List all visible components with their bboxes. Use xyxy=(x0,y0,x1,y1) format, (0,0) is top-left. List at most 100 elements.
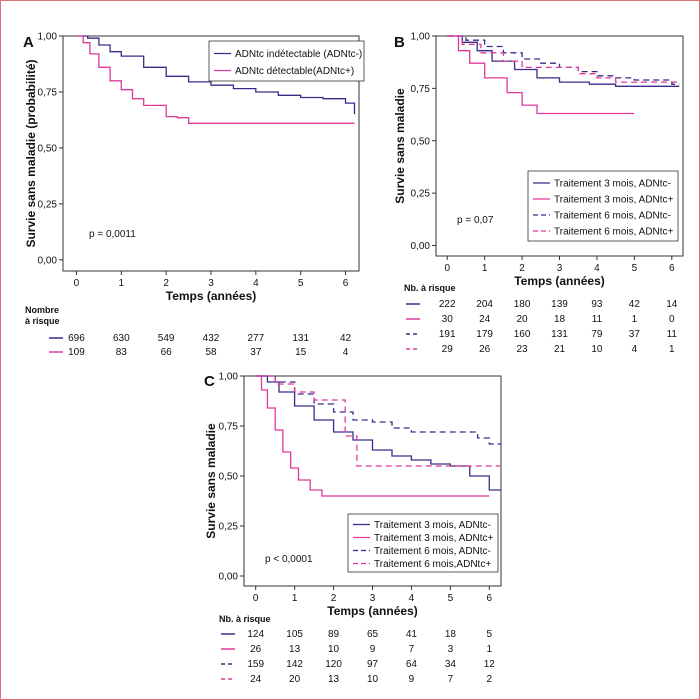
risk-count: 432 xyxy=(203,333,220,344)
risk-count: 7 xyxy=(448,674,454,685)
risk-count: 9 xyxy=(409,674,415,685)
y-axis-title: Survie sans maladie xyxy=(393,88,407,204)
risk-table-title: Nb. à risque xyxy=(219,614,271,624)
risk-count: 12 xyxy=(484,659,496,670)
series-line-1 xyxy=(447,35,680,87)
legend-entry: Traitement 3 mois, ADNtc- xyxy=(374,520,491,531)
risk-count: 97 xyxy=(367,659,379,670)
y-tick-label: 0,50 xyxy=(38,143,58,154)
x-tick-label: 1 xyxy=(482,263,488,274)
legend-entry: Traitement 6 mois, ADNtc- xyxy=(374,546,491,557)
x-axis-title: Temps (années) xyxy=(327,604,417,618)
y-tick-label: 0,50 xyxy=(219,472,239,483)
risk-count: 26 xyxy=(250,644,262,655)
risk-count: 18 xyxy=(554,314,566,325)
risk-count: 41 xyxy=(406,629,418,640)
series-line-3 xyxy=(447,35,680,85)
risk-count: 222 xyxy=(439,299,456,310)
risk-count: 13 xyxy=(328,674,340,685)
legend-entry: ADNtc détectable(ADNtc+) xyxy=(235,66,354,77)
risk-count: 20 xyxy=(289,674,301,685)
x-tick-label: 4 xyxy=(253,278,259,289)
risk-count: 204 xyxy=(476,299,493,310)
risk-count: 120 xyxy=(325,659,342,670)
risk-count: 191 xyxy=(439,329,456,340)
x-tick-label: 0 xyxy=(74,278,80,289)
risk-count: 10 xyxy=(591,344,603,355)
legend-box xyxy=(208,40,365,82)
y-tick-label: 0,25 xyxy=(411,189,431,200)
risk-count: 37 xyxy=(629,329,641,340)
x-tick-label: 3 xyxy=(370,593,376,604)
y-tick-label: 1,00 xyxy=(411,32,431,43)
series-line-1 xyxy=(255,375,501,491)
x-tick-label: 3 xyxy=(208,278,214,289)
risk-count: 179 xyxy=(476,329,493,340)
panel-label: C xyxy=(204,373,215,390)
panel-label: B xyxy=(394,34,405,51)
risk-count: 1 xyxy=(632,314,638,325)
risk-count: 23 xyxy=(517,344,529,355)
risk-count: 5 xyxy=(487,629,493,640)
risk-count: 1 xyxy=(669,344,675,355)
x-tick-label: 2 xyxy=(519,263,525,274)
p-value: p = 0,0011 xyxy=(89,229,136,240)
risk-count: 14 xyxy=(666,299,678,310)
x-tick-label: 1 xyxy=(292,593,298,604)
y-tick-label: 0,25 xyxy=(219,522,239,533)
risk-count: 131 xyxy=(292,333,309,344)
p-value: p < 0,0001 xyxy=(265,554,313,565)
legend-entry: Traitement 6 mois, ADNtc+ xyxy=(554,227,674,238)
risk-count: 79 xyxy=(591,329,603,340)
legend-box xyxy=(347,513,499,573)
risk-count: 124 xyxy=(247,629,264,640)
risk-count: 277 xyxy=(248,333,265,344)
risk-count: 131 xyxy=(551,329,568,340)
risk-count: 18 xyxy=(445,629,457,640)
p-value: p = 0,07 xyxy=(457,215,494,226)
y-tick-label: 0,00 xyxy=(411,241,431,252)
x-axis-title: Temps (années) xyxy=(166,289,256,303)
y-tick-label: 0,00 xyxy=(38,255,58,266)
series-line-2 xyxy=(76,35,355,124)
risk-count: 65 xyxy=(367,629,379,640)
y-tick-label: 0,00 xyxy=(219,572,239,583)
risk-count: 24 xyxy=(479,314,491,325)
series-line-1 xyxy=(76,35,356,115)
risk-count: 1 xyxy=(487,644,493,655)
risk-count: 105 xyxy=(286,629,303,640)
risk-count: 160 xyxy=(514,329,531,340)
risk-count: 11 xyxy=(592,314,603,325)
series-line-2 xyxy=(447,35,635,115)
risk-count: 630 xyxy=(113,333,130,344)
legend-entry: Traitement 6 mois, ADNtc- xyxy=(554,211,671,222)
risk-count: 10 xyxy=(367,674,379,685)
risk-count: 30 xyxy=(442,314,454,325)
series-line-4 xyxy=(447,35,680,83)
risk-count: 4 xyxy=(343,347,349,358)
risk-count: 11 xyxy=(667,329,678,340)
risk-count: 66 xyxy=(161,347,173,358)
legend-entry: ADNtc indétectable (ADNtc-) xyxy=(235,49,362,60)
series-line-4 xyxy=(255,375,501,467)
risk-count: 7 xyxy=(409,644,415,655)
panel-a: A 0 1 2 3 4 5 6 0,00 0,25 0,50 0,75 1,00 Temps (année… xyxy=(23,32,365,358)
panel-label: A xyxy=(23,34,34,51)
risk-table-title: Nombre à risque xyxy=(25,305,60,326)
x-tick-label: 4 xyxy=(409,593,415,604)
risk-count: 180 xyxy=(514,299,531,310)
x-tick-label: 6 xyxy=(669,263,675,274)
risk-count: 20 xyxy=(517,314,529,325)
x-tick-label: 0 xyxy=(444,263,450,274)
x-tick-label: 1 xyxy=(119,278,125,289)
series-line-2 xyxy=(255,375,490,497)
y-tick-label: 0,50 xyxy=(411,136,431,147)
x-tick-label: 2 xyxy=(331,593,337,604)
x-tick-label: 6 xyxy=(487,593,493,604)
x-tick-label: 5 xyxy=(632,263,638,274)
y-tick-label: 0,75 xyxy=(219,422,239,433)
legend-entry: Traitement 3 mois, ADNtc- xyxy=(554,179,671,190)
